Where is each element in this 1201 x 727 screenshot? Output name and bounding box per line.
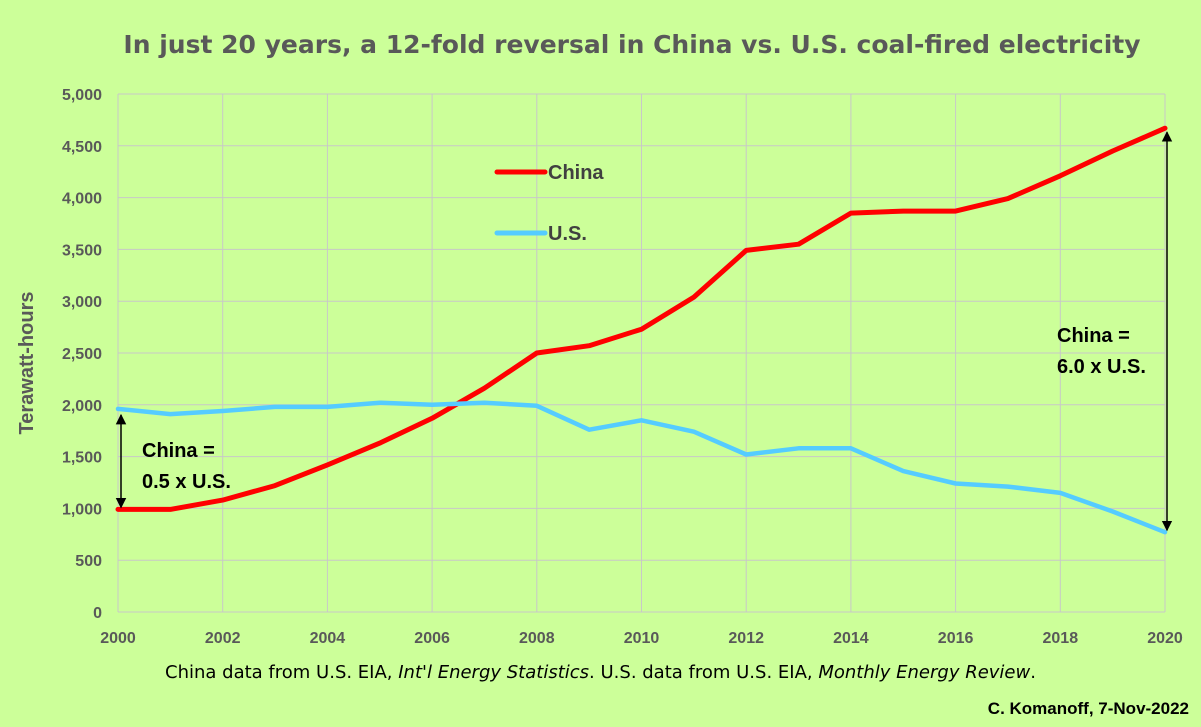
y-tick-label: 5,000 (62, 87, 102, 104)
source-note: China data from U.S. EIA, Int'l Energy S… (0, 662, 1201, 683)
annotation-line: China = (1057, 325, 1130, 347)
annotation-label: China = 0.5 x U.S. (142, 440, 231, 493)
x-tick-labels: 2000 2002 2004 2006 2008 2010 2012 2014 2016 2018… (100, 630, 1183, 647)
y-tick-labels: 0 500 1,000 1,500 2,000 2,500 3,000 3,500 4,000 4… (62, 87, 102, 622)
x-tick-label: 2010 (624, 630, 660, 647)
y-tick-label: 1,500 (62, 450, 102, 467)
x-tick-label: 2006 (414, 630, 450, 647)
y-tick-label: 4,000 (62, 191, 102, 208)
series-line-us (115, 400, 1168, 535)
x-tick-label: 2018 (1043, 630, 1079, 647)
y-tick-label: 2,500 (62, 346, 102, 363)
legend-label: China (548, 162, 604, 184)
source-text-5: . (1030, 662, 1036, 683)
annotation-line: 0.5 x U.S. (142, 471, 231, 493)
source-text-3: . U.S. data from U.S. EIA, (589, 662, 819, 683)
annotation-label: China = 6.0 x U.S. (1057, 325, 1146, 378)
x-tick-label: 2020 (1147, 630, 1183, 647)
series-lines (115, 125, 1168, 535)
gridlines (117, 93, 1166, 613)
y-tick-label: 0 (93, 605, 102, 622)
x-tick-label: 2016 (938, 630, 974, 647)
annotation-line: China = (142, 440, 215, 462)
x-tick-label: 2002 (205, 630, 241, 647)
source-text-4: Monthly Energy Review (818, 662, 1031, 683)
y-tick-label: 500 (75, 553, 102, 570)
x-tick-label: 2014 (833, 630, 869, 647)
y-axis-label: Terawatt-hours (16, 292, 38, 435)
legend-label: U.S. (548, 223, 587, 245)
x-tick-label: 2008 (519, 630, 555, 647)
annotation-line: 6.0 x U.S. (1057, 356, 1146, 378)
source-text-2: Int'l Energy Statistics (398, 662, 590, 683)
source-text-1: China data from U.S. EIA, (165, 662, 399, 683)
x-tick-label: 2004 (310, 630, 346, 647)
y-tick-label: 4,500 (62, 139, 102, 156)
x-tick-label: 2000 (100, 630, 136, 647)
x-tick-label: 2012 (728, 630, 764, 647)
y-tick-label: 2,000 (62, 398, 102, 415)
y-tick-label: 1,000 (62, 501, 102, 518)
y-tick-label: 3,500 (62, 242, 102, 259)
y-tick-label: 3,000 (62, 294, 102, 311)
chart-title: In just 20 years, a 12-fold reversal in … (123, 30, 1140, 59)
legend: China U.S. (494, 162, 604, 245)
annotations: China = 0.5 x U.S. China = 6.0 x U.S. (115, 131, 1173, 532)
series-line-china (115, 125, 1168, 512)
author-credit: C. Komanoff, 7-Nov-2022 (987, 699, 1189, 718)
